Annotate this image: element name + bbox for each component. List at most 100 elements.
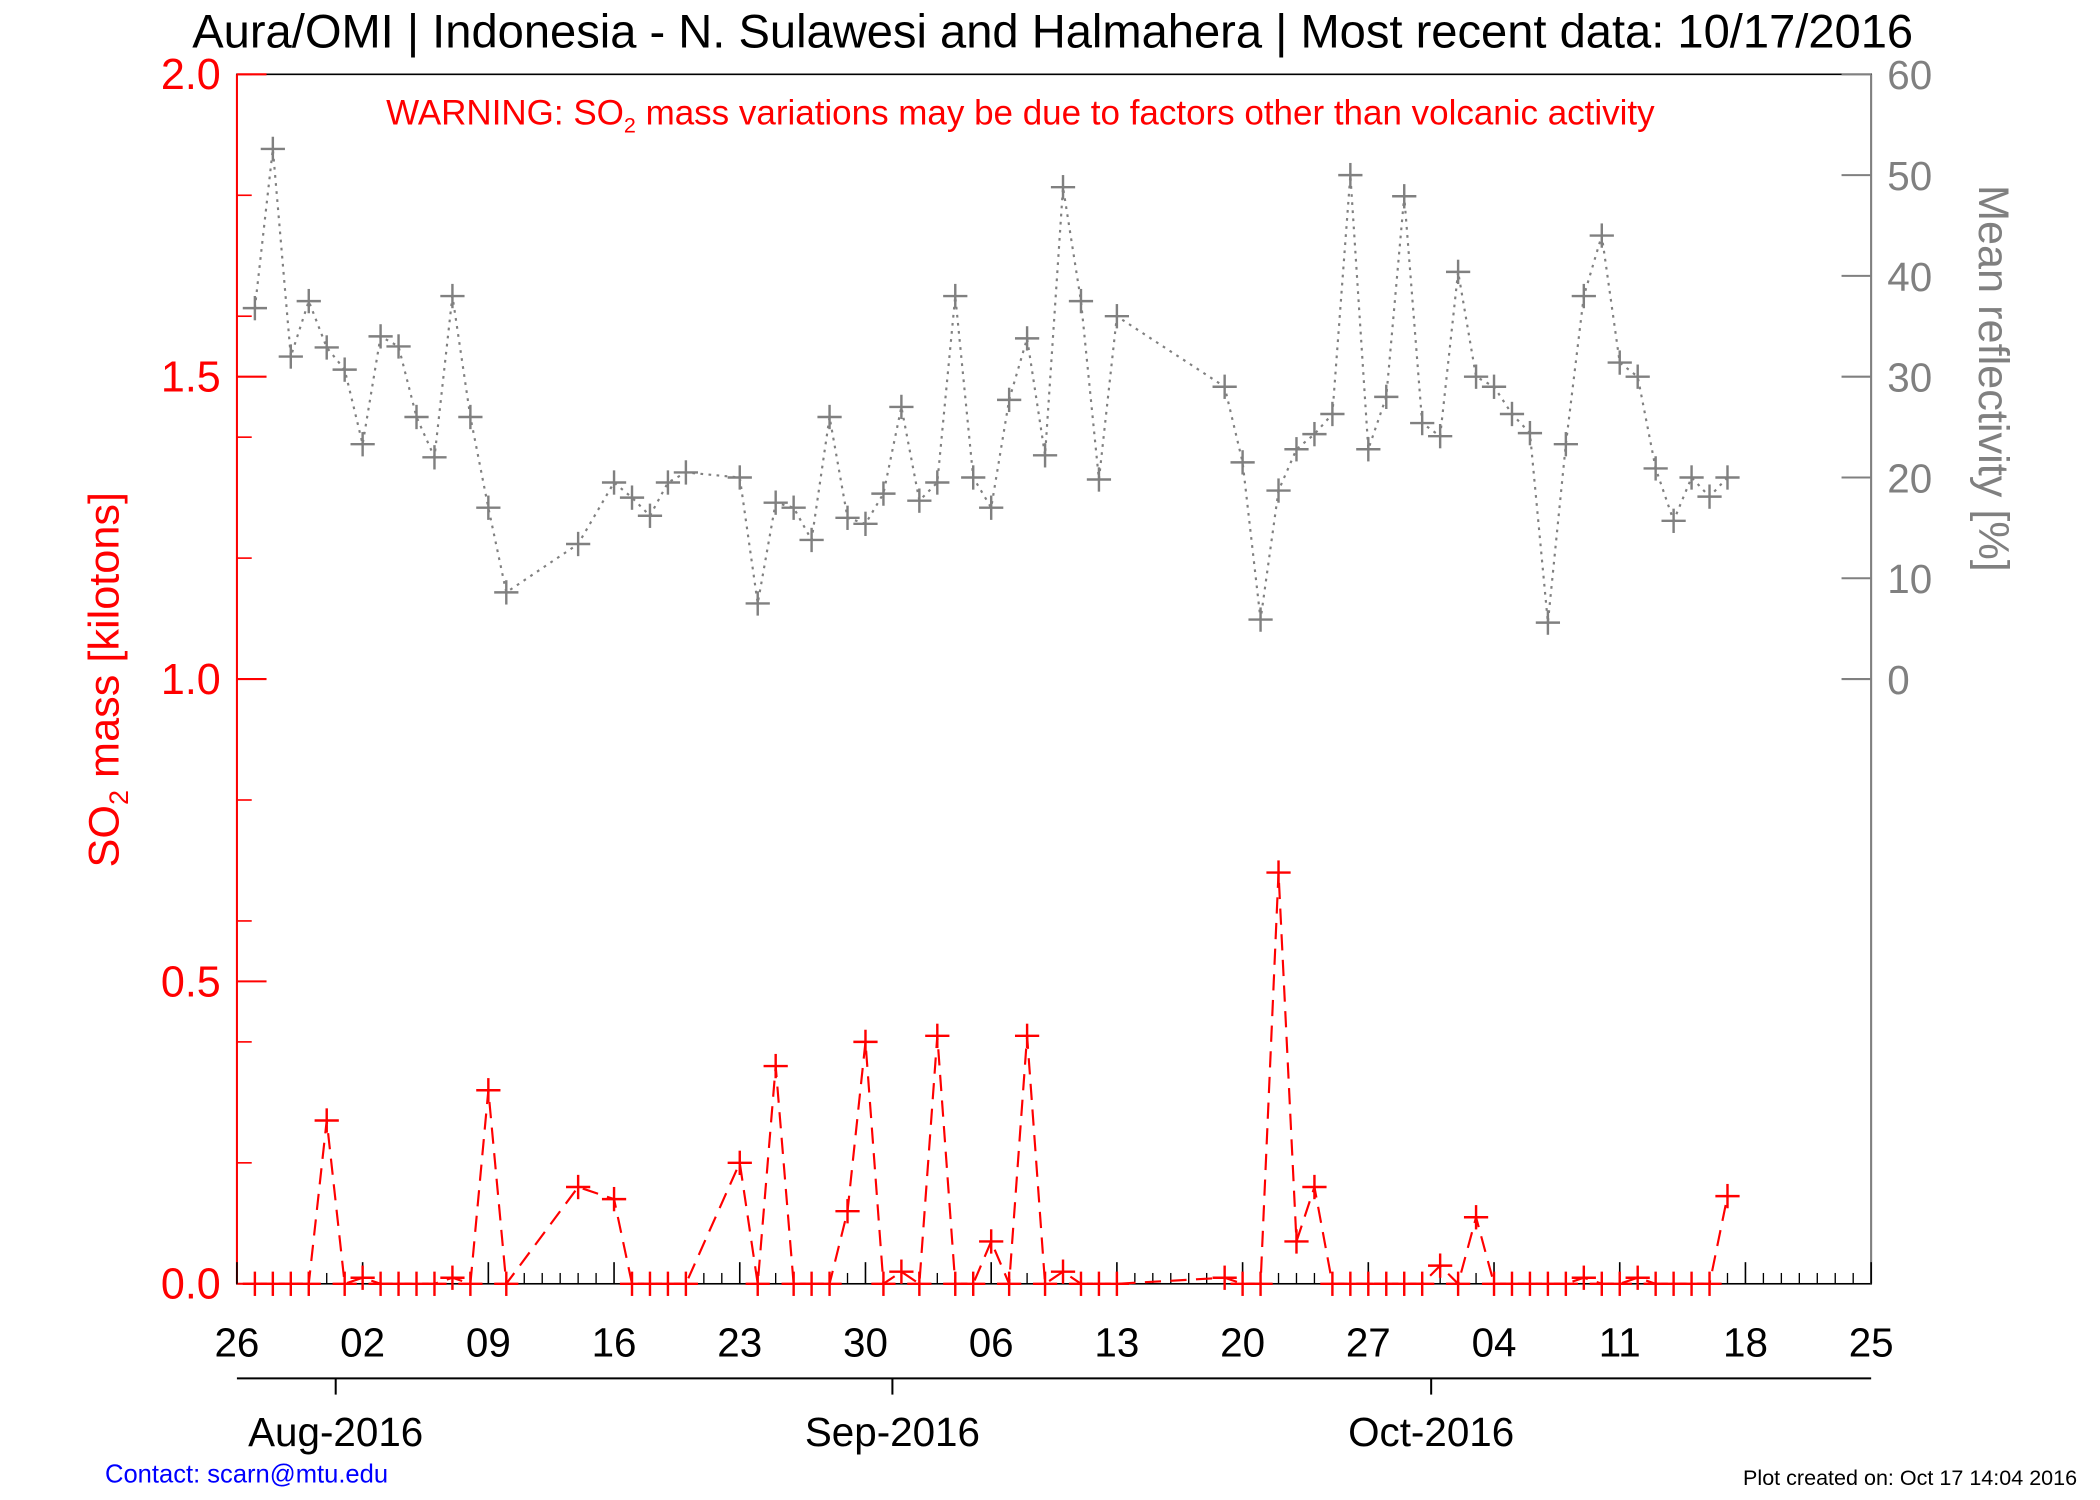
reflectivity-data-point <box>332 357 357 382</box>
so2-data-point <box>476 1078 501 1103</box>
reflectivity-data-point <box>1104 304 1130 329</box>
month-label: Sep-2016 <box>805 1409 980 1455</box>
so2-data-point <box>1697 1271 1722 1296</box>
so2-data-point <box>1266 860 1291 885</box>
reflectivity-data-point <box>961 465 986 490</box>
so2-data-point <box>871 1271 896 1296</box>
so2-data-point <box>1302 1174 1327 1200</box>
so2-data-point <box>1032 1271 1058 1296</box>
reflectivity-data-point <box>1086 467 1112 492</box>
x-tick-label: 16 <box>592 1320 637 1366</box>
x-tick-label: 20 <box>1220 1320 1265 1366</box>
so2-data-point <box>1715 1183 1740 1209</box>
reflectivity-data-point <box>1661 508 1686 533</box>
x-tick-label: 11 <box>1599 1320 1641 1366</box>
reflectivity-data-point <box>943 283 968 309</box>
so2-data-point <box>763 1053 788 1079</box>
reflectivity-data-point <box>601 470 627 495</box>
so2-data-point <box>1625 1265 1650 1290</box>
reflectivity-data-point <box>1266 478 1291 503</box>
so2-data-point <box>1050 1259 1076 1284</box>
so2-data-point <box>422 1271 447 1296</box>
so2-data-point <box>925 1023 950 1049</box>
reflectivity-data-point <box>242 295 267 321</box>
right-tick-label: 50 <box>1887 153 1932 199</box>
reflectivity-data-point <box>440 283 465 309</box>
reflectivity-data-point <box>1392 184 1417 209</box>
so2-data-point <box>835 1199 860 1224</box>
x-tick-label: 13 <box>1094 1320 1139 1366</box>
so2-data-point <box>1571 1265 1596 1290</box>
reflectivity-data-point <box>1428 423 1453 449</box>
reflectivity-data-point <box>404 404 429 430</box>
x-tick-label: 06 <box>969 1320 1014 1366</box>
so2-data-point <box>1428 1253 1453 1278</box>
reflectivity-data-point <box>1607 350 1632 375</box>
so2-data-point <box>907 1271 932 1296</box>
right-tick-label: 30 <box>1887 354 1932 400</box>
so2-data-point <box>314 1108 339 1133</box>
left-axis-label: SO2 mass [kilotons] <box>81 492 134 867</box>
x-tick-label: 18 <box>1723 1320 1768 1366</box>
x-tick-label: 09 <box>466 1320 511 1366</box>
so2-data-point <box>1445 1271 1471 1296</box>
so2-data-point <box>566 1174 591 1200</box>
reflectivity-data-point <box>386 334 411 359</box>
so2-data-point <box>979 1229 1004 1254</box>
so2-data-point <box>673 1271 699 1296</box>
so2-data-point <box>1463 1205 1489 1230</box>
reflectivity-data-point <box>1445 259 1471 285</box>
so2-data-point <box>727 1150 752 1175</box>
so2-data-point <box>1284 1229 1309 1254</box>
series-group <box>242 136 1740 1296</box>
reflectivity-data-point <box>350 432 375 457</box>
reflectivity-data-point <box>1517 420 1543 446</box>
so2-data-point <box>997 1271 1022 1296</box>
reflectivity-data-point <box>476 495 501 520</box>
reflectivity-data-point <box>1410 410 1435 436</box>
so2-data-point <box>889 1259 914 1284</box>
so2-data-point <box>350 1265 375 1290</box>
reflectivity-data-point <box>1302 421 1327 447</box>
so2-data-point <box>458 1271 483 1296</box>
reflectivity-data-point <box>1481 374 1507 399</box>
reflectivity-data-point <box>260 136 285 162</box>
reflectivity-data-point <box>1050 175 1076 200</box>
reflectivity-data-point <box>1338 162 1363 188</box>
reflectivity-data-point <box>799 527 824 553</box>
x-tick-label: 25 <box>1849 1320 1894 1366</box>
reflectivity-data-point <box>1643 456 1668 481</box>
reflectivity-series-line <box>253 148 1729 623</box>
reflectivity-data-point <box>853 511 878 537</box>
so2-data-point <box>1607 1271 1632 1296</box>
so2-data-point <box>332 1271 357 1296</box>
x-tick-label: 23 <box>717 1320 762 1366</box>
footer-contact[interactable]: Contact: scarn@mtu.edu <box>105 1460 388 1488</box>
reflectivity-data-point <box>745 591 770 616</box>
reflectivity-data-point <box>1553 432 1578 457</box>
right-tick-label: 60 <box>1887 52 1932 98</box>
reflectivity-data-point <box>925 470 950 495</box>
reflectivity-data-point <box>655 470 681 495</box>
reflectivity-data-point <box>458 404 483 430</box>
left-tick-label: 0.0 <box>161 1261 221 1309</box>
reflectivity-data-point <box>835 505 860 530</box>
right-axis-label: Mean reflectivity [%] <box>1969 185 2017 572</box>
x-tick-label: 30 <box>843 1320 888 1366</box>
reflectivity-data-point <box>637 503 663 528</box>
left-tick-label: 2.0 <box>161 51 221 99</box>
reflectivity-data-point <box>1589 223 1614 248</box>
plot-frame <box>236 73 1872 1285</box>
so2-data-point <box>296 1271 321 1296</box>
reflectivity-data-point <box>1679 465 1704 490</box>
reflectivity-data-point <box>1697 484 1722 509</box>
left-tick-label: 0.5 <box>161 958 221 1006</box>
reflectivity-data-point <box>1571 283 1596 309</box>
reflectivity-data-point <box>889 394 914 420</box>
so2-data-point <box>1410 1271 1435 1296</box>
reflectivity-data-point <box>1463 364 1489 389</box>
so2-data-point <box>1248 1271 1273 1296</box>
reflectivity-data-point <box>979 495 1004 520</box>
x-tick-label: 02 <box>340 1320 385 1366</box>
so2-data-point <box>1553 1271 1578 1296</box>
